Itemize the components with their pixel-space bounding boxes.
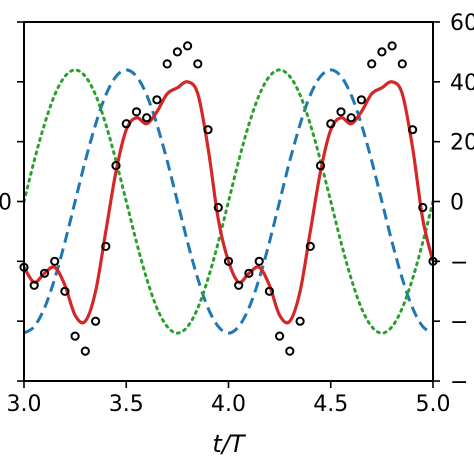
data-point <box>70 331 80 341</box>
data-point <box>223 256 234 266</box>
data-point <box>254 256 264 266</box>
left-y-axis-ticks: 0 <box>0 21 24 382</box>
data-point <box>275 331 285 341</box>
right-y-tick-label: 40 <box>450 71 474 96</box>
data-point <box>295 316 305 326</box>
x-tick-label: 4.0 <box>211 392 246 417</box>
right-y-tick-label: 0 <box>450 191 464 216</box>
data-point <box>397 59 407 69</box>
data-point <box>80 346 90 356</box>
data-point <box>111 161 121 171</box>
x-axis-ticks: 3.0 3.5 4.0 4.5 5.0 <box>7 381 451 417</box>
data-point <box>387 41 397 51</box>
x-tick-label: 3.5 <box>109 392 144 417</box>
data-point <box>183 41 193 51</box>
data-point <box>213 202 223 213</box>
right-y-tick-label: 20 <box>450 131 474 156</box>
data-point <box>285 346 295 356</box>
data-point <box>367 59 377 69</box>
x-tick-label: 4.5 <box>313 392 348 417</box>
data-point <box>408 125 418 135</box>
data-point <box>203 125 213 135</box>
data-point <box>152 95 162 105</box>
data-point <box>121 119 131 129</box>
series-line <box>22 80 435 325</box>
x-tick-label: 5.0 <box>416 392 451 417</box>
data-point <box>50 256 60 266</box>
data-point <box>172 47 182 57</box>
data-point <box>193 59 203 69</box>
right-y-axis-ticks: − − − 0 20 40 60 <box>433 11 474 395</box>
data-point <box>162 59 172 69</box>
data-point <box>305 241 315 251</box>
data-point <box>101 241 111 251</box>
data-point <box>346 113 356 123</box>
data-point <box>142 113 152 123</box>
series-layer <box>19 41 438 356</box>
data-point <box>418 202 428 213</box>
data-point <box>29 280 39 290</box>
data-point <box>315 161 326 171</box>
data-point <box>234 280 244 290</box>
data-point <box>264 286 274 296</box>
data-point <box>326 119 336 129</box>
data-point <box>377 47 387 57</box>
data-point <box>39 268 50 278</box>
data-point <box>336 107 346 117</box>
left-y-tick-label: 0 <box>0 191 12 216</box>
data-point <box>356 95 366 105</box>
data-point <box>60 286 70 296</box>
data-point <box>91 316 101 326</box>
data-point <box>131 107 142 117</box>
right-y-tick-label: − <box>450 250 468 275</box>
data-point <box>244 268 254 278</box>
x-axis-title: t/T <box>212 430 246 458</box>
x-tick-label: 3.0 <box>7 392 42 417</box>
series-line <box>23 68 434 335</box>
series-line <box>22 68 435 335</box>
right-y-tick-label: 60 <box>450 11 474 36</box>
right-y-tick-label: − <box>450 370 468 395</box>
right-y-tick-label: − <box>450 310 468 335</box>
